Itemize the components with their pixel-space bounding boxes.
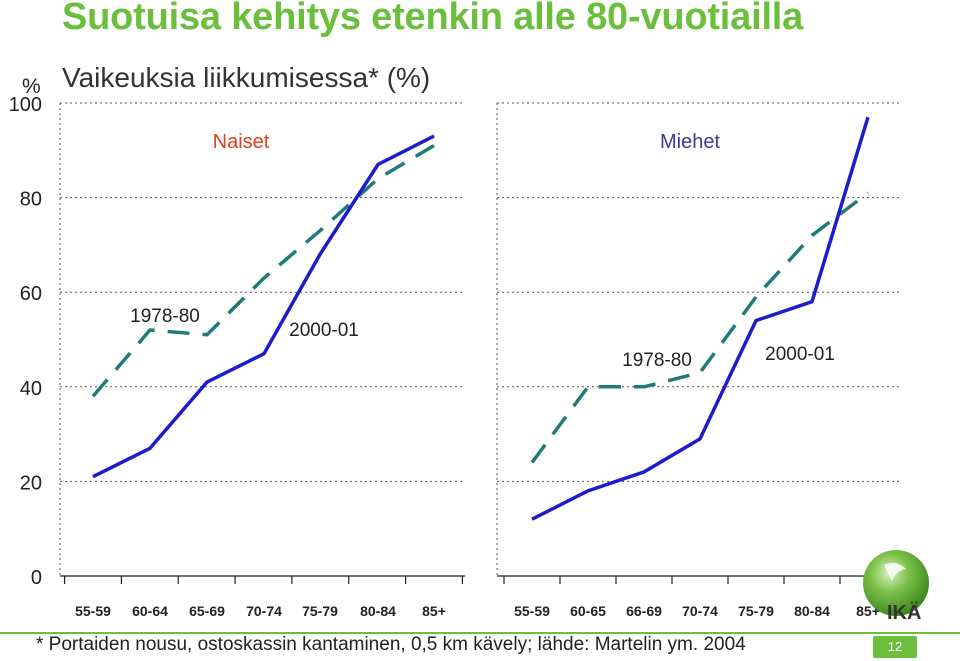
series-label-2000-01: 2000-01	[289, 320, 359, 341]
series-line-1978-80	[91, 144, 435, 398]
x-tick-label: 55-59	[514, 603, 550, 619]
footer-divider	[0, 632, 960, 634]
x-tick-label: 70-74	[682, 603, 718, 619]
x-tick-label: 60-64	[132, 603, 168, 619]
series-line-1978-80	[530, 191, 870, 464]
x-tick-label: 80-84	[794, 603, 830, 619]
logo-highlight-icon	[884, 562, 906, 581]
x-tick-label: 65-69	[189, 603, 225, 619]
panel-title: Naiset	[213, 131, 270, 153]
y-tick-label: 20	[20, 472, 42, 494]
x-tick-label: 75-79	[738, 603, 774, 619]
x-tick-label: 66-69	[626, 603, 662, 619]
y-tick-label: 80	[20, 189, 42, 211]
footer	[0, 631, 960, 661]
y-tick-label: 0	[31, 567, 42, 589]
y-tick-label: 40	[20, 378, 42, 400]
series-label-2000-01: 2000-01	[765, 344, 835, 365]
series-label-1978-80: 1978-80	[622, 350, 692, 371]
panel-title: Miehet	[660, 131, 720, 153]
footnote: * Portaiden nousu, ostoskassin kantamine…	[36, 634, 746, 655]
y-tick-label: 100	[9, 94, 42, 116]
green-sphere-logo-icon	[863, 550, 929, 616]
page-title: Suotuisa kehitys etenkin alle 80-vuotiai…	[62, 0, 804, 38]
series-line-2000-01	[92, 134, 435, 479]
series-label-1978-80: 1978-80	[130, 306, 200, 327]
y-axis-unit: %	[22, 75, 41, 98]
x-tick-label: 80-84	[360, 603, 396, 619]
series-line-2000-01	[531, 116, 870, 521]
x-tick-label: 55-59	[75, 603, 111, 619]
x-axis-age-label: IKÄ	[887, 602, 922, 624]
x-tick-label: 60-65	[570, 603, 606, 619]
chart-subtitle: Vaikeuksia liikkumisessa* (%)	[62, 62, 431, 93]
x-tick-label: 75-79	[302, 603, 338, 619]
y-tick-label: 60	[20, 283, 42, 305]
x-tick-label: 70-74	[246, 603, 282, 619]
page-number: 12	[873, 636, 917, 658]
x-tick-label: 85+	[422, 603, 446, 619]
